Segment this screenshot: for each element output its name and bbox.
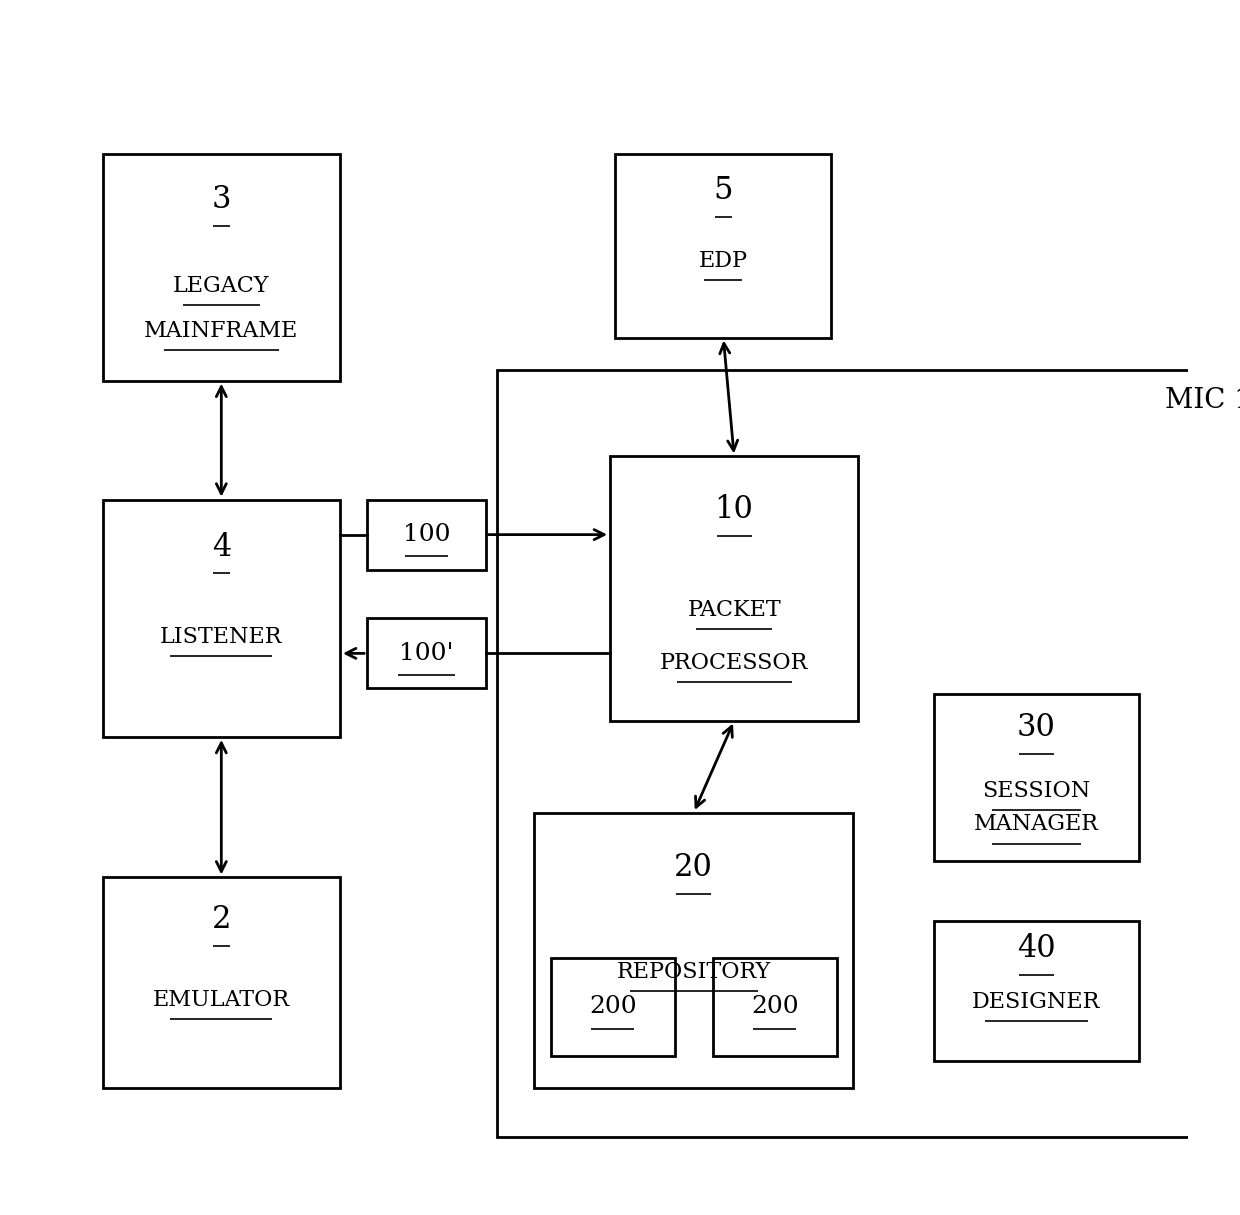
Text: 2: 2 (212, 904, 231, 936)
Bar (103, 877, 340, 1087)
Text: 30: 30 (1017, 712, 1056, 742)
Bar (934, 694, 1140, 861)
Bar (367, 618, 486, 689)
Text: LEGACY: LEGACY (174, 275, 269, 296)
Bar (934, 921, 1140, 1061)
Bar (610, 457, 858, 720)
Text: REPOSITORY: REPOSITORY (616, 961, 771, 983)
Bar (551, 959, 675, 1056)
Bar (713, 959, 837, 1056)
Text: LISTENER: LISTENER (160, 626, 283, 649)
Text: 200: 200 (750, 995, 799, 1018)
Bar (534, 813, 853, 1087)
Text: 200: 200 (589, 995, 636, 1018)
Bar (103, 499, 340, 738)
Text: SESSION: SESSION (982, 780, 1090, 802)
Bar (103, 154, 340, 380)
Bar (615, 154, 831, 338)
Text: 3: 3 (212, 183, 231, 215)
Text: MANAGER: MANAGER (973, 813, 1099, 836)
Text: 10: 10 (714, 493, 754, 525)
Text: PACKET: PACKET (687, 599, 781, 621)
Text: 40: 40 (1017, 933, 1055, 965)
Text: 100': 100' (399, 642, 454, 665)
Bar (497, 371, 1240, 1136)
Text: 20: 20 (675, 852, 713, 883)
Text: MAINFRAME: MAINFRAME (144, 320, 299, 341)
Text: 100: 100 (403, 524, 450, 546)
Text: PROCESSOR: PROCESSOR (660, 651, 808, 673)
Text: EDP: EDP (699, 249, 748, 271)
Text: DESIGNER: DESIGNER (972, 991, 1101, 1013)
Text: MIC 1: MIC 1 (1166, 386, 1240, 414)
Bar (367, 499, 486, 570)
Text: 5: 5 (713, 175, 733, 207)
Text: 4: 4 (212, 531, 231, 563)
Text: EMULATOR: EMULATOR (153, 989, 290, 1011)
